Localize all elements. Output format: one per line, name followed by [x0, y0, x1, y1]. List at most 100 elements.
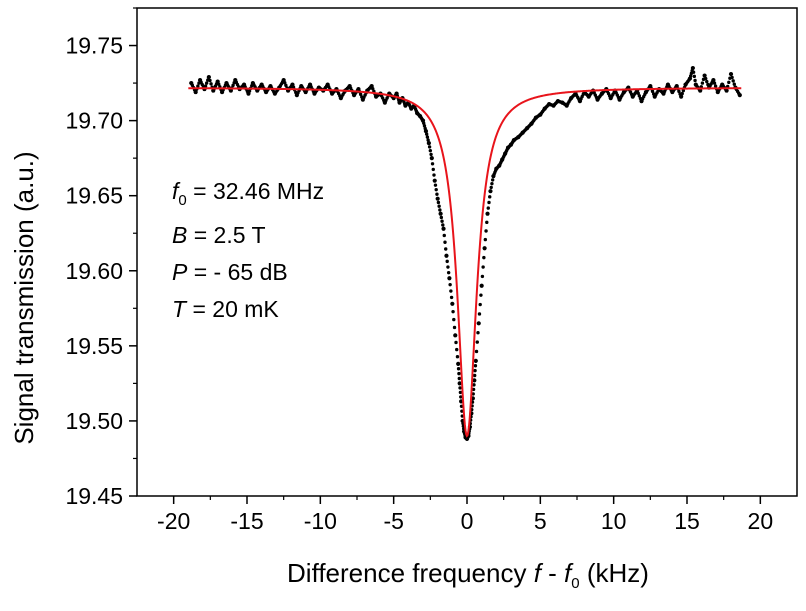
annotation-line-1: B = 2.5 T	[172, 222, 266, 248]
data-point	[445, 259, 449, 264]
y-axis-title: Signal transmission (a.u.)	[9, 151, 39, 444]
data-point	[457, 376, 461, 381]
data-point	[442, 233, 446, 238]
y-tick-label: 19.65	[65, 183, 123, 209]
x-tick-label: 20	[748, 508, 774, 534]
data-point	[426, 141, 431, 146]
data-point	[441, 223, 445, 227]
data-point	[727, 80, 731, 85]
data-point	[475, 340, 479, 344]
data-point	[433, 183, 438, 187]
data-point	[680, 91, 684, 96]
data-point	[431, 167, 435, 172]
data-point	[448, 282, 452, 287]
data-point	[473, 368, 477, 373]
data-point	[479, 283, 484, 288]
data-point	[204, 81, 209, 85]
data-point	[435, 192, 439, 196]
y-tick-label: 19.55	[65, 333, 123, 359]
data-point	[247, 89, 252, 93]
data-point	[428, 148, 433, 153]
annotation-rest: = 32.46 MHz	[187, 178, 324, 204]
data-point	[452, 325, 457, 330]
data-point	[473, 373, 477, 378]
data-point	[447, 276, 452, 281]
x-tick-label: 5	[534, 508, 547, 534]
data-point	[371, 87, 375, 91]
data-point	[453, 333, 458, 338]
data-point	[705, 79, 709, 84]
data-point	[704, 76, 708, 81]
data-point	[702, 73, 707, 78]
annotation-var: T	[172, 296, 188, 322]
data-point	[422, 124, 427, 128]
data-point	[693, 78, 697, 83]
annotation-var: P	[172, 259, 188, 285]
data-point	[443, 240, 447, 244]
x-axis-title-var1: f	[534, 558, 544, 588]
data-point	[231, 83, 235, 88]
y-tick-label: 19.75	[65, 33, 123, 59]
data-point	[429, 156, 434, 161]
data-point	[206, 74, 211, 80]
data-point	[688, 74, 693, 78]
data-point	[484, 229, 488, 233]
data-point	[424, 132, 429, 136]
data-point	[712, 81, 717, 85]
data-point	[474, 349, 479, 354]
x-axis-title-sep: -	[541, 558, 564, 588]
data-point	[438, 211, 443, 216]
data-point	[732, 82, 736, 86]
data-point	[679, 94, 684, 99]
data-point	[435, 196, 440, 201]
data-point	[208, 78, 212, 83]
data-point	[737, 92, 742, 98]
data-point	[438, 208, 442, 212]
annotation-line-0: f0 = 32.46 MHz	[172, 178, 324, 209]
data-point	[456, 361, 461, 366]
data-point	[677, 89, 681, 94]
x-tick-label: 10	[601, 508, 627, 534]
data-point	[459, 404, 464, 408]
data-point	[437, 204, 441, 208]
data-point	[429, 152, 433, 157]
data-point	[487, 200, 491, 205]
data-point	[488, 189, 493, 194]
x-axis-title-subscript: 0	[571, 575, 579, 592]
x-tick-label: -15	[230, 508, 263, 534]
data-point	[473, 358, 478, 363]
data-point	[711, 77, 716, 83]
data-point	[485, 220, 489, 225]
data-point	[193, 89, 198, 95]
annotation-rest: = 20 mK	[186, 296, 279, 322]
data-point	[650, 89, 655, 94]
y-tick-label: 19.45	[65, 483, 123, 509]
data-point	[439, 215, 444, 220]
data-point	[196, 84, 200, 88]
x-axis-title-var2: f	[564, 558, 574, 588]
data-point	[483, 237, 488, 242]
data-point	[472, 383, 476, 387]
data-point	[471, 387, 476, 392]
data-point	[691, 70, 696, 74]
data-point	[681, 88, 686, 93]
data-point	[454, 340, 458, 345]
data-point	[485, 211, 490, 216]
data-point	[480, 274, 485, 279]
data-point	[217, 82, 221, 86]
data-point	[486, 206, 490, 210]
data-point	[441, 226, 446, 231]
data-point	[440, 219, 444, 223]
annotation-rest: = - 65 dB	[187, 259, 287, 285]
y-tick-label: 19.50	[65, 408, 123, 434]
data-point	[700, 81, 705, 85]
data-point	[473, 364, 478, 368]
data-point	[490, 181, 494, 186]
y-tick-label: 19.60	[65, 258, 123, 284]
data-point	[422, 121, 426, 125]
data-point	[458, 390, 463, 395]
annotation-line-3: T = 20 mK	[172, 296, 279, 322]
data-point	[636, 91, 640, 95]
data-point	[451, 309, 455, 314]
